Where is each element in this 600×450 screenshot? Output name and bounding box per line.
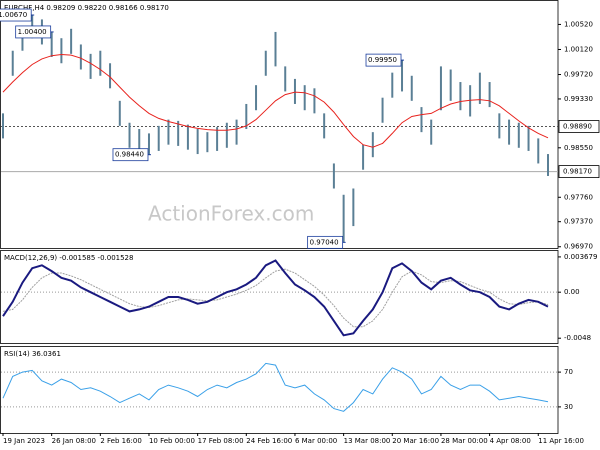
panel-frame	[0, 346, 559, 434]
signal-line	[2, 268, 549, 328]
y-tick-label: 1.00120	[564, 45, 593, 53]
x-tick-label: 10 Feb 00:00	[149, 437, 195, 445]
price-box	[558, 120, 600, 133]
price-label: 0.98890	[563, 123, 592, 131]
y-tick-label: 0.97370	[564, 218, 593, 226]
y-tick-label: 1.00520	[564, 20, 593, 28]
y-tick-label: -0.0048	[564, 334, 591, 342]
annotation-label: 0.99950	[368, 56, 397, 64]
x-tick-label: 13 Mar 08:00	[344, 437, 391, 445]
y-tick-label: 30	[564, 403, 573, 411]
panel-frame	[0, 0, 559, 249]
annotation-label: 0.97040	[310, 238, 339, 246]
annotation-box	[0, 8, 32, 22]
annotation-box	[365, 53, 402, 67]
panel-title: MACD(12,26,9) -0.001585 -0.001528	[4, 254, 133, 262]
x-tick-label: 26 Jan 08:00	[52, 437, 96, 445]
x-tick-label: 4 Apr 08:00	[490, 437, 531, 445]
panel-title: EURCHF,H4 0.98209 0.98220 0.98166 0.9817…	[4, 4, 169, 12]
x-tick-label: 2 Feb 16:00	[100, 437, 141, 445]
x-tick-label: 24 Feb 16:00	[246, 437, 292, 445]
rsi-line	[2, 362, 549, 412]
y-tick-label: 0.98550	[564, 144, 593, 152]
y-tick-label: 70	[564, 368, 573, 376]
annotation-box	[112, 148, 149, 162]
panel-frame	[0, 250, 559, 344]
x-tick-label: 11 Apr 16:00	[538, 437, 584, 445]
y-tick-label: 0.96970	[564, 243, 593, 251]
x-tick-label: 20 Mar 16:00	[392, 437, 439, 445]
x-tick-label: 28 Mar 00:00	[441, 437, 488, 445]
x-tick-label: 19 Jan 2023	[3, 437, 45, 445]
annotation-label: 0.98440	[115, 151, 144, 159]
macd-line	[2, 259, 549, 337]
y-tick-label: 0.003679	[564, 253, 597, 261]
x-tick-label: 6 Mar 00:00	[295, 437, 337, 445]
panel-title: RSI(14) 36.0361	[4, 350, 61, 358]
y-tick-label: 0.00	[564, 288, 580, 296]
annotation-box	[15, 25, 52, 39]
x-tick-label: 17 Feb 08:00	[198, 437, 244, 445]
price-label: 0.98170	[563, 168, 592, 176]
annotation-label: 1.00670	[0, 11, 27, 19]
watermark: ActionForex.com	[148, 202, 314, 226]
annotation-label: 1.00400	[18, 28, 47, 36]
y-tick-label: 0.99330	[564, 95, 593, 103]
price-box	[558, 165, 600, 178]
y-tick-label: 0.97760	[564, 193, 593, 201]
moving-average	[2, 53, 549, 148]
y-tick-label: 0.99720	[564, 71, 593, 79]
annotation-box	[307, 235, 344, 249]
